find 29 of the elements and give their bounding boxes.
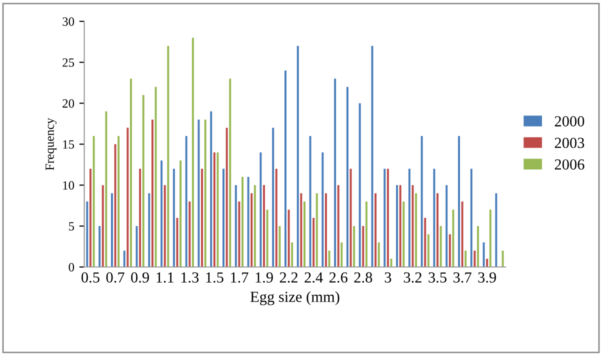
x-tick-label: 3.5 <box>428 272 446 283</box>
y-tick-label: 5 <box>69 222 74 231</box>
x-tick-label: 3.2 <box>404 272 422 283</box>
x-tick-label: 3 <box>384 272 392 283</box>
x-tick-label: 2.8 <box>354 272 372 283</box>
y-tick-label: 25 <box>62 58 74 67</box>
y-tick-label: 20 <box>62 99 74 108</box>
x-tick-label: 1.7 <box>231 272 248 283</box>
x-tick-label: 1.5 <box>206 272 224 283</box>
x-tick-label: 1.1 <box>156 272 174 283</box>
y-tick-label: 10 <box>63 181 74 190</box>
legend-label: 2003 <box>554 138 584 148</box>
x-tick-label: 3.9 <box>478 272 496 283</box>
y-tick-label: 0 <box>68 263 74 272</box>
x-tick-label: 1.3 <box>181 272 199 283</box>
legend-label: 2006 <box>554 159 584 170</box>
x-tick-label: 0.5 <box>82 272 100 283</box>
x-tick-label: 3.7 <box>453 272 472 283</box>
x-tick-label: 1.9 <box>256 272 273 283</box>
x-tick-label: 2.2 <box>280 272 298 283</box>
x-tick-label: 0.9 <box>131 272 149 283</box>
y-tick-label: 30 <box>62 17 74 26</box>
x-tick-label: 0.7 <box>106 272 124 283</box>
x-tick-label: 2.4 <box>304 272 323 283</box>
x-axis-title: Egg size (mm) <box>250 291 340 306</box>
y-tick-label: 15 <box>63 140 74 149</box>
y-axis-title: Frequency <box>46 118 56 170</box>
x-tick-label: 2.6 <box>329 272 348 283</box>
legend-label: 2000 <box>554 116 584 126</box>
